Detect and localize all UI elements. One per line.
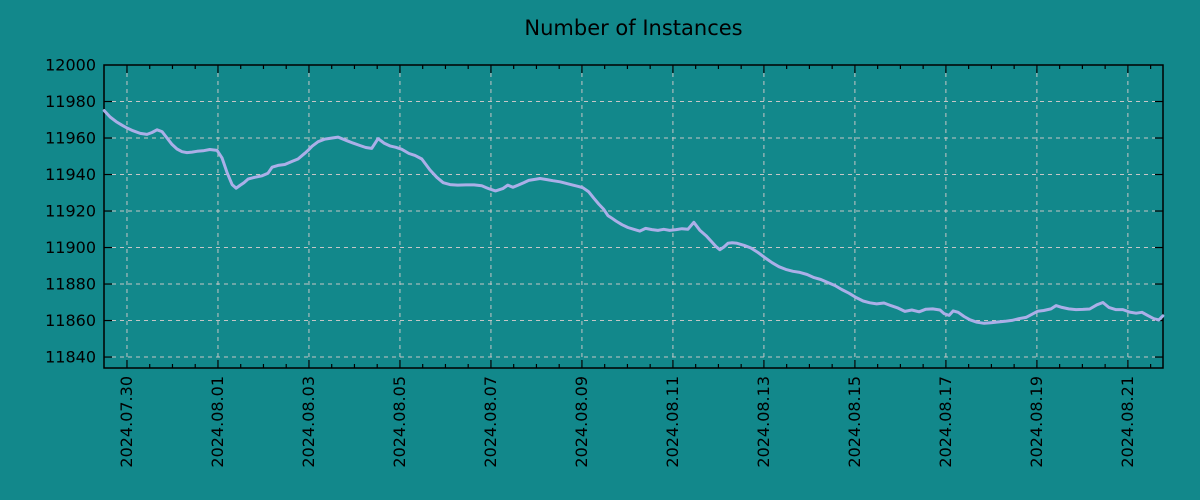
x-axis-label: 2024.08.15 [845,376,864,468]
x-axis-label: 2024.08.03 [299,376,318,468]
x-axis-label: 2024.08.13 [754,376,773,468]
x-axis-label: 2024.08.05 [390,376,409,468]
y-axis-label: 11980 [45,92,96,111]
x-axis-label: 2024.08.21 [1118,376,1137,468]
x-axis-label: 2024.08.17 [936,376,955,468]
x-axis-label: 2024.08.19 [1027,376,1046,468]
y-axis-label: 11960 [45,129,96,148]
chart-title: Number of Instances [524,16,743,40]
x-axis-label: 2024.08.07 [481,376,500,468]
y-axis-label: 11860 [45,311,96,330]
data-line-instances [102,109,1165,325]
y-axis-label: 11920 [45,202,96,221]
x-axis-label: 2024.08.01 [208,376,227,468]
x-axis-label: 2024.08.09 [572,376,591,468]
x-axis-label: 2024.07.30 [117,376,136,468]
y-axis-label: 11880 [45,275,96,294]
x-axis-label: 2024.08.11 [663,376,682,468]
y-axis-label: 11900 [45,238,96,257]
y-axis-label: 11940 [45,165,96,184]
y-axis-label: 12000 [45,56,96,75]
plot-frame [103,64,1164,369]
y-axis-label: 11840 [45,348,96,367]
